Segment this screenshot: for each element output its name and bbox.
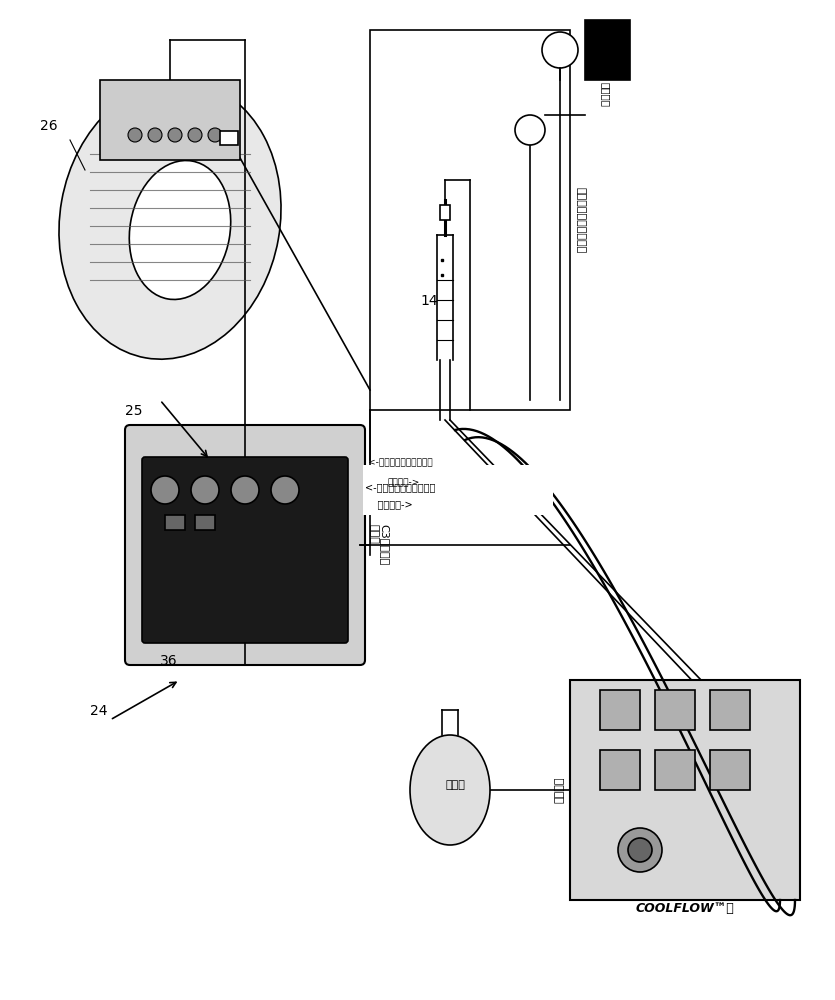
Bar <box>655 750 695 790</box>
Bar <box>165 515 185 530</box>
FancyBboxPatch shape <box>142 457 348 643</box>
Text: 25: 25 <box>125 404 143 418</box>
Text: COOLFLOW™泵: COOLFLOW™泵 <box>635 902 734 915</box>
Text: 36: 36 <box>160 654 178 668</box>
Bar <box>440 205 450 220</box>
Bar <box>600 690 640 730</box>
Text: 位置测量的可选接口部: 位置测量的可选接口部 <box>575 187 585 253</box>
Text: <-导管接触力和位置数据: <-导管接触力和位置数据 <box>368 458 433 467</box>
Bar <box>600 750 640 790</box>
Text: 惰性电极: 惰性电极 <box>600 83 610 107</box>
Circle shape <box>231 476 259 504</box>
Circle shape <box>271 476 299 504</box>
Text: 24: 24 <box>90 704 108 718</box>
Circle shape <box>188 128 202 142</box>
Circle shape <box>542 32 578 68</box>
Circle shape <box>151 476 179 504</box>
Text: 冷却流动: 冷却流动 <box>555 777 565 803</box>
Circle shape <box>618 828 662 872</box>
Bar <box>220 131 238 145</box>
Circle shape <box>515 115 545 145</box>
Bar <box>655 690 695 730</box>
Text: 射频功率->: 射频功率-> <box>365 499 412 509</box>
Bar <box>585 20 630 80</box>
Bar <box>570 680 800 900</box>
Bar <box>363 465 553 515</box>
Bar <box>370 30 570 410</box>
FancyBboxPatch shape <box>125 425 365 665</box>
Ellipse shape <box>59 81 281 359</box>
Ellipse shape <box>410 735 490 845</box>
Bar <box>710 750 750 790</box>
Text: 26: 26 <box>40 119 58 133</box>
Circle shape <box>168 128 182 142</box>
Text: 14: 14 <box>420 294 438 308</box>
Bar <box>710 690 750 730</box>
Text: C3贴片单元
和缆线: C3贴片单元 和缆线 <box>368 524 390 566</box>
Circle shape <box>208 128 222 142</box>
Text: <-导管接触力和位置数据: <-导管接触力和位置数据 <box>365 482 435 492</box>
Circle shape <box>128 128 142 142</box>
Ellipse shape <box>129 161 230 299</box>
Text: 射频功率->: 射频功率-> <box>388 478 420 487</box>
Bar <box>195 515 215 530</box>
Bar <box>100 80 240 160</box>
Circle shape <box>628 838 652 862</box>
Text: 盐水袋: 盐水袋 <box>445 780 465 790</box>
Circle shape <box>191 476 219 504</box>
Circle shape <box>148 128 162 142</box>
